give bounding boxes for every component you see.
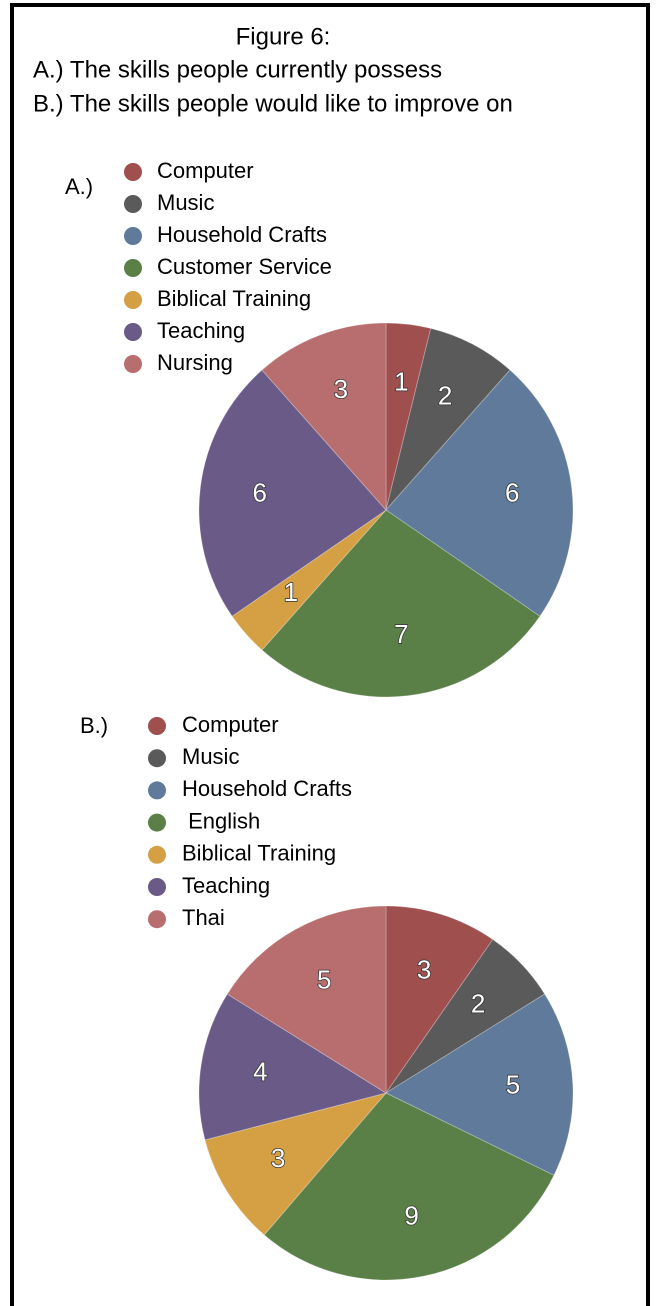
pie-slice — [261, 322, 387, 512]
pie-slice — [384, 993, 574, 1177]
slice-label: 4 — [253, 1057, 267, 1087]
slice-label: 2 — [438, 380, 452, 410]
slice-label: 5 — [317, 965, 331, 995]
legend-swatch — [148, 749, 166, 768]
pie-slice — [198, 369, 387, 617]
legend-label: Music — [157, 190, 214, 215]
legend-label: Household Crafts — [157, 222, 327, 247]
slice-label: 5 — [506, 1069, 520, 1099]
legend-label: Nursing — [157, 350, 233, 375]
slice-label: 3 — [417, 955, 431, 985]
legend-label: Household Crafts — [182, 776, 352, 801]
legend-label: Teaching — [157, 318, 245, 343]
legend-label: Teaching — [182, 873, 270, 898]
legend-swatch — [124, 195, 142, 213]
pie-slice — [385, 327, 511, 511]
pie-slice — [385, 369, 574, 617]
slice-label: 6 — [253, 478, 267, 508]
frame — [10, 3, 650, 1306]
legend-label: Biblical Training — [157, 286, 311, 311]
slice-label: 2 — [471, 988, 485, 1018]
legend-swatch — [148, 813, 166, 832]
legend-swatch — [124, 163, 142, 181]
pie-slice — [231, 509, 387, 651]
legend-swatch — [148, 878, 166, 896]
legend-label: Biblical Training — [182, 841, 336, 866]
legend-swatch — [148, 717, 166, 735]
legend-swatch — [124, 291, 142, 309]
legend-swatch — [148, 845, 166, 864]
slice-label: 1 — [394, 367, 408, 397]
pie-slice — [198, 993, 388, 1141]
legend-label: Music — [182, 744, 239, 769]
legend-label: Thai — [182, 905, 225, 930]
legend-swatch — [124, 355, 142, 373]
chart-title: B.) — [80, 713, 108, 738]
legend-label: Computer — [182, 712, 279, 737]
slice-label: 7 — [394, 619, 408, 649]
slice-label: 1 — [284, 577, 298, 607]
slice-label: 6 — [505, 478, 519, 508]
legend-label: English — [182, 808, 260, 833]
slice-label: 3 — [271, 1143, 285, 1173]
figure-title: Figure 6: — [236, 23, 331, 50]
pie-slice — [204, 1092, 388, 1236]
legend-swatch — [148, 781, 166, 800]
header-line: A.) The skills people currently possess — [33, 56, 442, 83]
legend-label: Customer Service — [157, 254, 332, 279]
pie-slice — [261, 509, 541, 698]
legend-swatch — [124, 227, 142, 245]
legend-swatch — [124, 323, 142, 341]
pie-slice — [263, 1092, 555, 1281]
legend-swatch — [124, 259, 142, 277]
pie-slice — [385, 938, 546, 1094]
legend-swatch — [148, 910, 166, 929]
pie-slice — [226, 905, 387, 1094]
legend-label: Computer — [157, 158, 254, 183]
header-line: B.) The skills people would like to impr… — [33, 90, 513, 117]
slice-label: 9 — [404, 1200, 418, 1230]
chart-title: A.) — [65, 174, 93, 199]
slice-label: 3 — [334, 374, 348, 404]
pie-slice — [385, 322, 432, 511]
pie-slice — [385, 905, 494, 1095]
